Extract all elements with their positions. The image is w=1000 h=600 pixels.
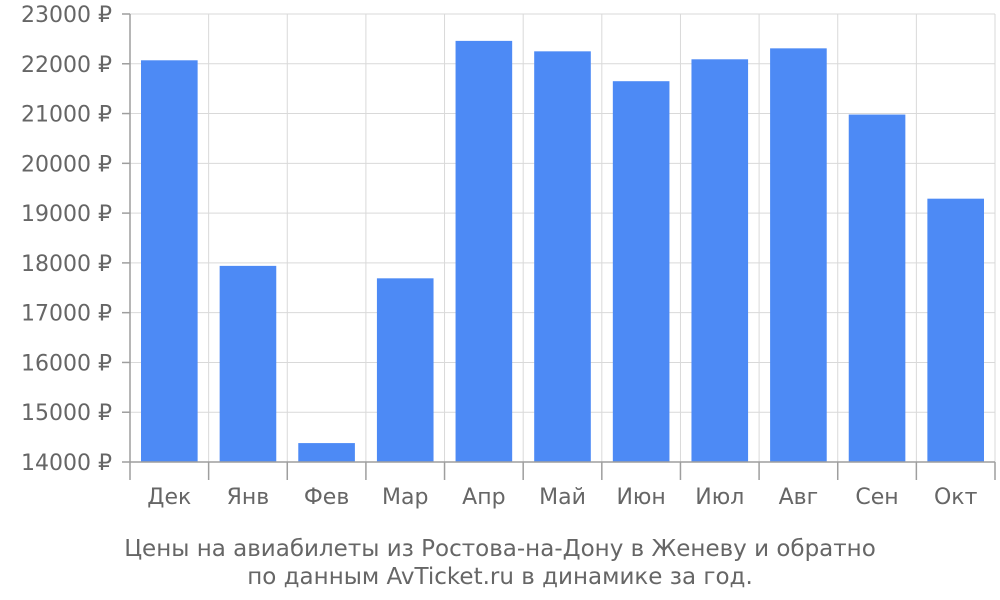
bar-1 [141, 60, 198, 462]
y-tick-label: 21000 ₽ [21, 103, 112, 128]
x-tick-label: Фев [304, 485, 349, 510]
bar-9 [770, 48, 827, 462]
chart-caption: Цены на авиабилеты из Ростова-на-Дону в … [124, 536, 876, 590]
bar-6 [534, 51, 591, 462]
y-tick-label: 16000 ₽ [21, 351, 112, 376]
x-tick-label: Авг [779, 485, 819, 510]
x-tick-label: Сен [855, 485, 898, 510]
y-tick-label: 14000 ₽ [21, 451, 112, 476]
y-tick-label: 17000 ₽ [21, 302, 112, 327]
bar-4 [376, 278, 434, 462]
bar-5 [455, 40, 513, 462]
bar-11 [927, 198, 984, 463]
bar-3 [298, 443, 355, 462]
y-tick-label: 18000 ₽ [21, 252, 112, 277]
caption-line-1: Цены на авиабилеты из Ростова-на-Дону в … [124, 536, 876, 562]
bar-8 [691, 59, 749, 462]
caption-line-2: по данным AvTicket.ru в динамике за год. [247, 564, 753, 590]
x-tick-label: Апр [462, 485, 505, 510]
bar-7 [612, 81, 670, 462]
bar-10 [848, 114, 906, 462]
x-tick-labels: Дек Янв Фев Мар Апр Май Июн Июл Авг Сен Окт [147, 485, 977, 510]
y-tick-label: 22000 ₽ [21, 53, 112, 78]
bar-2 [219, 265, 277, 462]
bars [141, 40, 984, 463]
x-tick-label: Июл [695, 485, 744, 510]
x-tick-label: Мар [382, 485, 428, 510]
y-tick-label: 19000 ₽ [21, 202, 112, 227]
y-tick-label: 15000 ₽ [21, 401, 112, 426]
x-tick-label: Май [539, 485, 586, 510]
x-tick-label: Окт [934, 485, 978, 510]
x-tick-label: Янв [227, 485, 270, 510]
y-tick-label: 23000 ₽ [21, 3, 112, 28]
y-tick-labels: 14000 ₽ 15000 ₽ 16000 ₽ 17000 ₽ 18000 ₽ 19000… [21, 3, 112, 476]
x-tick-label: Июн [616, 485, 665, 510]
x-tick-label: Дек [147, 485, 191, 510]
axes [129, 14, 995, 463]
y-tick-label: 20000 ₽ [21, 152, 112, 177]
